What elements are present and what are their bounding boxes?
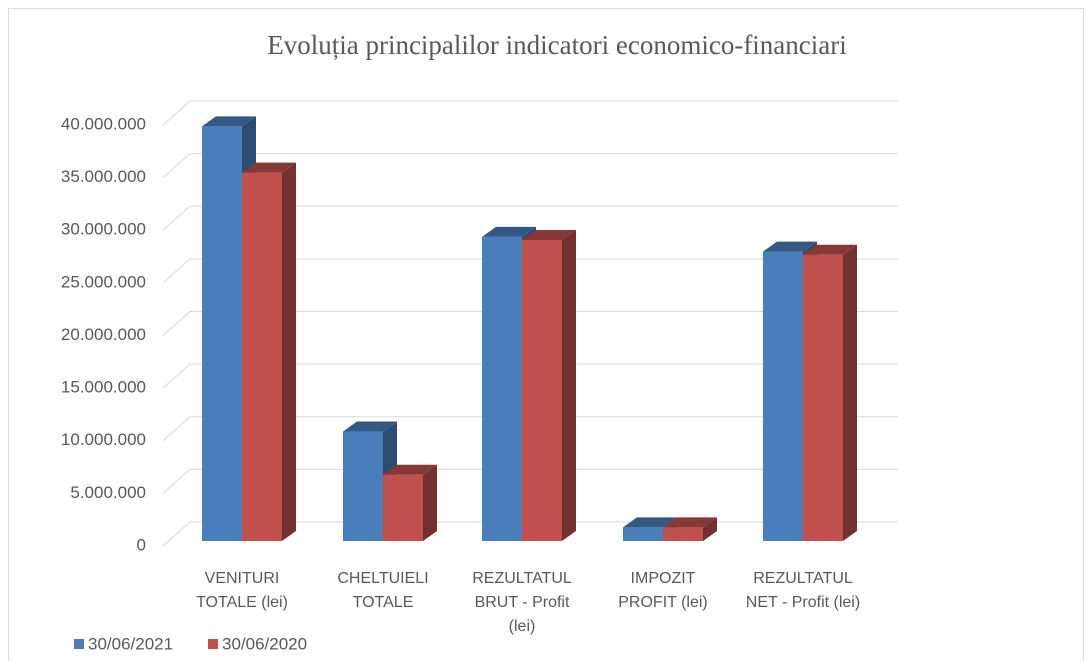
chart-title: Evoluția principalilor indicatori econom… [267, 30, 847, 60]
legend-label: 30/06/2020 [222, 634, 307, 653]
x-tick-label: CHELTUIELI TOTALE [337, 570, 429, 611]
bar-front [343, 431, 383, 541]
bar-top [623, 517, 677, 528]
y-tick-label: 30.000.000 [61, 220, 146, 239]
bar-side [562, 229, 576, 542]
bar-front [763, 251, 803, 541]
y-tick-label: 35.000.000 [61, 167, 146, 186]
grid-line [162, 363, 898, 389]
bar-front [623, 527, 663, 541]
y-tick-label: 25.000.000 [61, 272, 146, 291]
bar [803, 244, 857, 541]
bar-top [242, 162, 296, 173]
bar [383, 464, 437, 541]
legend-swatch [74, 639, 84, 649]
y-tick-label: 0 [137, 535, 146, 554]
bar-front [663, 527, 703, 541]
bar-top [663, 517, 717, 528]
grid-line [162, 205, 898, 231]
grid-line [162, 153, 898, 178]
bar-front [482, 236, 522, 541]
legend-label: 30/06/2021 [88, 634, 173, 653]
grid-line [162, 468, 898, 494]
grid-line [162, 258, 898, 284]
bar-top [383, 464, 437, 475]
bar-top [522, 229, 576, 240]
bar-front [242, 172, 282, 541]
y-tick-label: 40.000.000 [61, 114, 146, 133]
x-tick-label: VENITURI TOTALE (lei) [196, 570, 288, 611]
y-tick-label: 5.000.000 [70, 483, 146, 502]
grid-line [162, 311, 898, 336]
x-tick-label: REZULTATUL BRUT - Profit (lei) [472, 570, 572, 635]
bar [242, 162, 296, 541]
grid-line [162, 416, 898, 442]
bar-front [803, 254, 843, 541]
bar-front [522, 239, 562, 542]
bar [522, 229, 576, 542]
y-tick-label: 10.000.000 [61, 430, 146, 449]
bar-side [843, 244, 857, 541]
y-tick-label: 20.000.000 [61, 325, 146, 344]
bar-front [383, 474, 423, 541]
bar [663, 517, 717, 541]
bar [343, 421, 397, 541]
bar-top [482, 226, 536, 237]
bar-front [202, 126, 242, 541]
bar-top [803, 244, 857, 255]
bar-top [763, 241, 817, 252]
bar-top [343, 421, 397, 432]
bar-top [202, 116, 256, 127]
x-tick-label: REZULTATUL NET - Profit (lei) [745, 570, 861, 611]
x-tick-label: IMPOZIT PROFIT (lei) [618, 570, 708, 611]
bar-side [703, 517, 717, 541]
y-tick-label: 15.000.000 [61, 378, 146, 397]
legend-swatch [208, 639, 218, 649]
bar-side [282, 162, 296, 541]
grid-line [162, 100, 898, 126]
bar-side [423, 464, 437, 541]
